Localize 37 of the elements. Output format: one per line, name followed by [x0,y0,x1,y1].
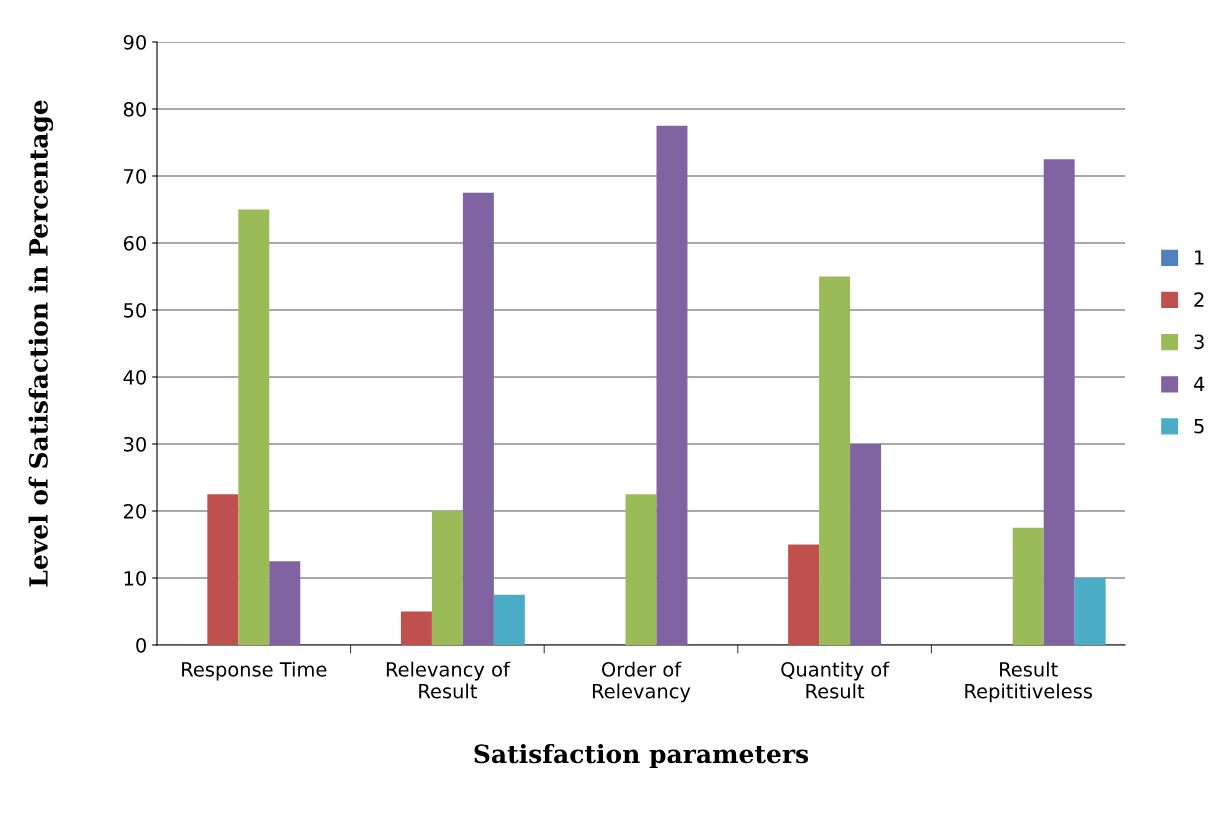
bar [1012,527,1044,645]
x-tick-label: Order of Relevancy [592,661,691,703]
x-tick-label: Response Time [182,661,327,681]
y-tick-label: 30 [124,436,146,452]
y-axis-title: Level of Satisfaction in Percentage [28,100,54,587]
y-tick-label: 50 [124,302,146,318]
y-tick-label: 60 [123,235,146,251]
y-tick-label: 90 [123,34,146,50]
bar [462,192,494,645]
bar [431,511,463,645]
bar [400,611,432,645]
bar [819,276,851,645]
bar [238,209,270,645]
legend-label: 1 [1195,250,1204,265]
y-tick-label: 70 [124,168,146,184]
legend-label: 5 [1194,418,1204,434]
bar [1043,159,1075,645]
legend-label: 2 [1194,292,1204,307]
x-axis-title: Satisfaction parameters [474,743,809,769]
y-tick-label: 0 [136,637,146,653]
x-tick-label: Result Repititiveless [965,661,1092,703]
bar [788,544,820,645]
y-tick-label: 40 [123,369,146,385]
bar [269,561,301,645]
bar [625,494,657,645]
bar [656,125,688,645]
legend-label: 3 [1194,334,1204,350]
legend-label: 4 [1193,376,1205,392]
bar [493,594,525,645]
x-tick-label: Quantity of Result [781,661,890,699]
bar [850,444,882,645]
x-tick-label: Relevancy of Result [386,661,511,699]
y-tick-label: 20 [123,503,146,519]
y-tick-label: 80 [123,101,146,117]
bar [1074,578,1106,645]
y-tick-label: 10 [124,570,146,586]
bar [207,494,239,645]
